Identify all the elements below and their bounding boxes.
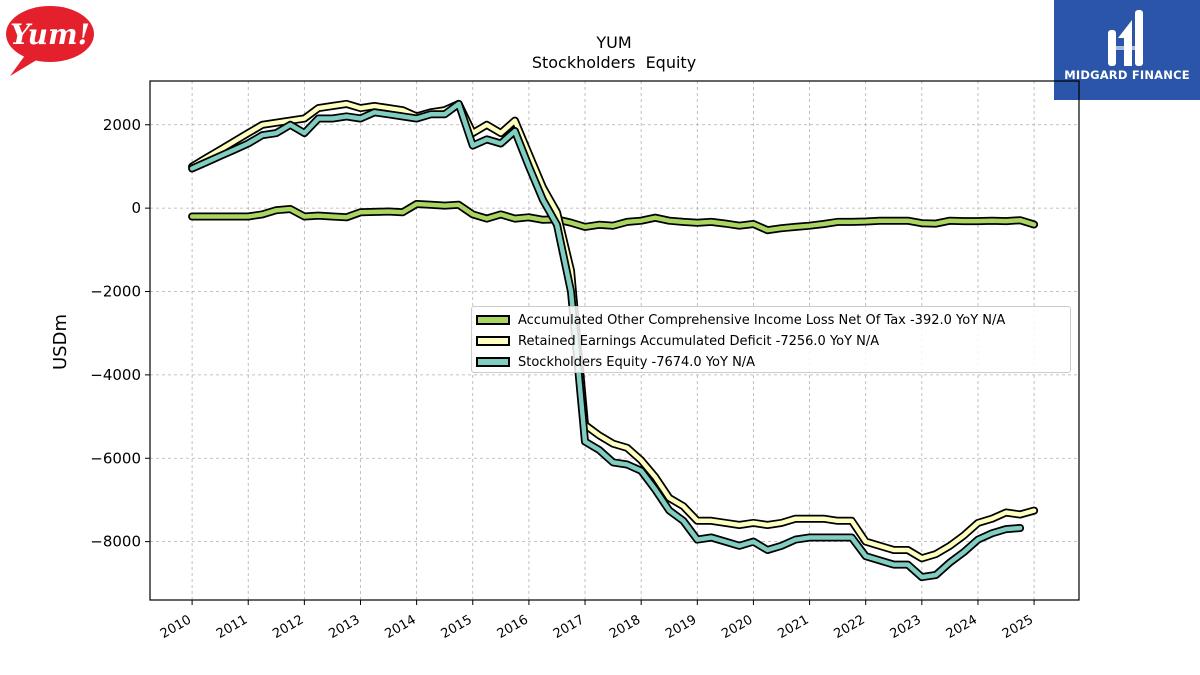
plot-area-frame xyxy=(149,80,1080,601)
x-tick-label: 2021 xyxy=(775,612,811,642)
x-tick-label: 2023 xyxy=(888,612,924,642)
legend-item-retained-earnings: Retained Earnings Accumulated Deficit -7… xyxy=(472,331,879,351)
x-tick-label: 2022 xyxy=(832,612,868,642)
midgard-mark-icon xyxy=(1108,10,1143,66)
series-lines xyxy=(188,99,1039,582)
x-tick-label: 2011 xyxy=(214,612,250,642)
y-tick-label: 0 xyxy=(131,199,141,217)
legend-swatch-retained-earnings xyxy=(476,336,510,346)
x-tick-label: 2013 xyxy=(326,612,362,642)
y-tick-label: −2000 xyxy=(90,283,141,301)
yum-logo-text: Yum! xyxy=(10,18,90,51)
chart-subtitle: Stockholders Equity xyxy=(532,53,696,72)
y-tick-label: 2000 xyxy=(103,116,141,134)
legend-swatch-stockholders-equity xyxy=(476,357,510,367)
x-tick-label: 2019 xyxy=(663,612,699,642)
x-tick-label: 2012 xyxy=(270,612,306,642)
chart-legend: Accumulated Other Comprehensive Income L… xyxy=(471,306,1071,373)
series-line-2 xyxy=(189,101,1023,580)
midgard-finance-logo: MIDGARD FINANCE xyxy=(1054,0,1200,100)
x-tick-label: 2020 xyxy=(719,612,755,642)
y-tick-label: −6000 xyxy=(90,449,141,467)
x-tick-label: 2025 xyxy=(1000,612,1036,642)
x-tick-label: 2010 xyxy=(158,612,194,642)
chart-title: YUM xyxy=(595,33,631,52)
legend-item-aoci: Accumulated Other Comprehensive Income L… xyxy=(472,310,1005,330)
legend-item-stockholders-equity: Stockholders Equity -7674.0 YoY N/A xyxy=(472,352,755,372)
yum-logo: Yum! xyxy=(4,4,96,78)
y-axis-ticks: 2000 0 −2000 −4000 −6000 −8000 xyxy=(90,116,150,551)
x-tick-label: 2014 xyxy=(382,612,418,642)
x-tick-label: 2018 xyxy=(607,612,643,642)
legend-label-aoci: Accumulated Other Comprehensive Income L… xyxy=(518,312,1006,328)
x-tick-label: 2024 xyxy=(944,612,980,642)
x-tick-label: 2015 xyxy=(439,612,475,642)
legend-label-stockholders-equity: Stockholders Equity -7674.0 YoY N/A xyxy=(518,354,756,370)
x-axis-ticks: 2010 2011 2012 2013 2014 2015 2016 2017 2018 2019… xyxy=(158,600,1036,642)
midgard-logo-text: MIDGARD FINANCE xyxy=(1064,68,1190,82)
y-tick-label: −8000 xyxy=(90,533,141,551)
x-tick-label: 2016 xyxy=(495,612,531,642)
y-tick-label: −4000 xyxy=(90,366,141,384)
x-tick-label: 2017 xyxy=(551,612,587,642)
legend-swatch-aoci xyxy=(476,315,510,325)
legend-label-retained-earnings: Retained Earnings Accumulated Deficit -7… xyxy=(518,333,880,349)
y-axis-label: USDm xyxy=(50,314,71,370)
